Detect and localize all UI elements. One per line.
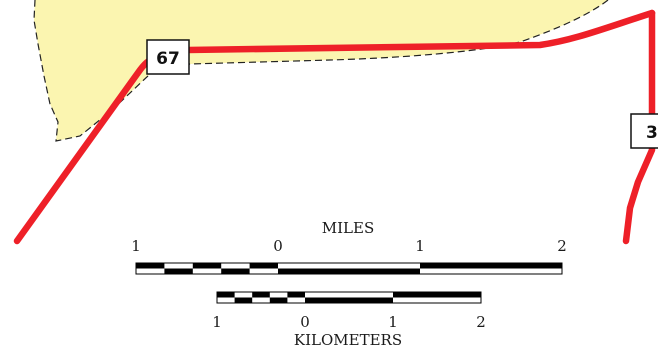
kilometers-title: KILOMETERS bbox=[294, 331, 402, 348]
shaded-land-area bbox=[34, 0, 608, 141]
miles-title: MILES bbox=[322, 219, 374, 237]
scale-bar-miles: MILES 1 0 1 2 bbox=[131, 219, 567, 275]
route-shield-3-label: 3 bbox=[646, 123, 658, 143]
route-shield-3: 3 bbox=[630, 113, 658, 149]
km-tick-1-left: 1 bbox=[212, 313, 222, 331]
scale-bar-kilometers: 1 0 1 2 KILOMETERS bbox=[212, 291, 486, 348]
route-shield-67: 67 bbox=[146, 39, 190, 75]
highway-route-3 bbox=[622, 9, 656, 245]
highway-route-67 bbox=[13, 9, 656, 245]
km-tick-1: 1 bbox=[388, 313, 398, 331]
km-tick-2: 2 bbox=[476, 313, 486, 331]
land-boundary bbox=[33, 0, 609, 142]
miles-tick-2: 2 bbox=[557, 237, 567, 255]
miles-tick-1: 1 bbox=[415, 237, 425, 255]
km-tick-0: 0 bbox=[300, 313, 310, 331]
miles-tick-0: 0 bbox=[273, 237, 283, 255]
miles-tick-1-left: 1 bbox=[131, 237, 141, 255]
route-shield-67-label: 67 bbox=[156, 49, 180, 69]
